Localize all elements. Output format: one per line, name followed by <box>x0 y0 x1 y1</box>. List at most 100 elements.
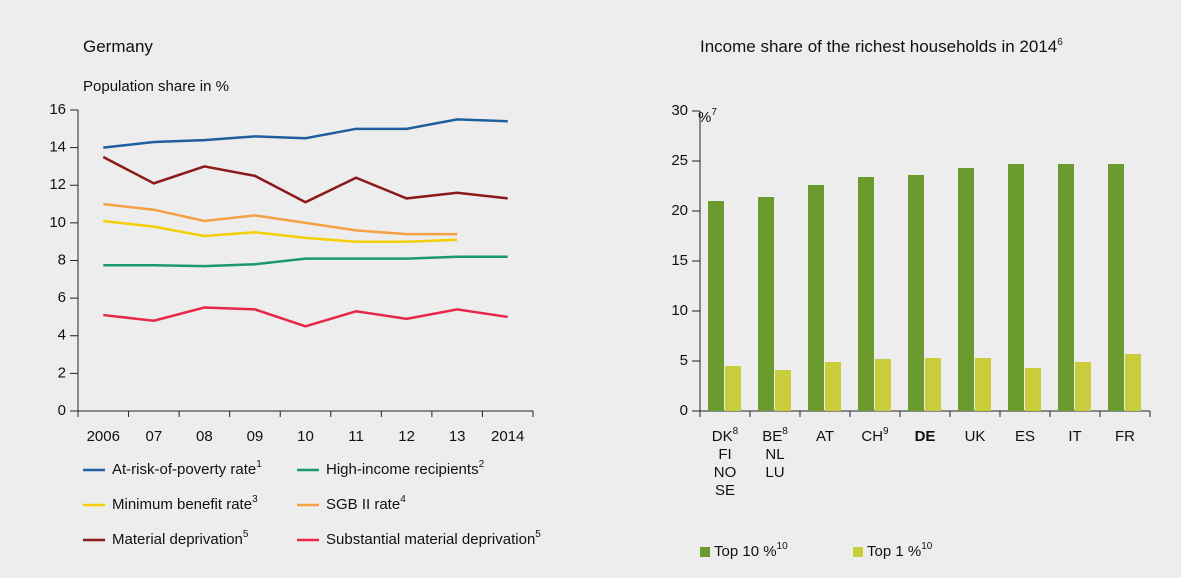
footnote: 8 <box>733 426 739 437</box>
y-tick-label: 15 <box>671 252 688 269</box>
y-axis-label-text: % <box>698 109 711 126</box>
x-tick-label: FR <box>1115 428 1135 445</box>
x-tick-label-text: FI <box>718 446 731 463</box>
footnote: 9 <box>883 426 889 437</box>
legend-label-text: Minimum benefit rate <box>112 496 252 513</box>
bar <box>725 366 741 411</box>
series-line <box>103 306 508 328</box>
x-tick-label-text: UK <box>965 428 986 445</box>
legend-label: Top 1 %10 <box>867 541 933 560</box>
x-tick-label-text: LU <box>765 464 784 481</box>
y-tick-label: 12 <box>49 176 66 193</box>
x-tick-label: FI <box>718 446 731 463</box>
footnote: 1 <box>256 459 262 470</box>
bar <box>1025 368 1041 411</box>
y-tick-label: 0 <box>58 402 66 419</box>
legend-label-text: Material deprivation <box>112 531 243 548</box>
x-tick-label-text: ES <box>1015 428 1035 445</box>
bar <box>1108 164 1124 411</box>
series-line <box>103 202 458 236</box>
bar <box>925 358 941 411</box>
footnote: 8 <box>782 426 788 437</box>
x-tick-label-text: DE <box>915 428 936 445</box>
y-tick-label: 10 <box>49 214 66 231</box>
x-tick-label: NO <box>714 464 737 481</box>
footnote: 5 <box>535 529 541 540</box>
bar <box>1075 362 1091 411</box>
y-tick-label: 10 <box>671 302 688 319</box>
bar <box>908 175 924 411</box>
x-tick-label: LU <box>765 464 784 481</box>
chart-title-text: Income share of the richest households i… <box>700 37 1057 56</box>
x-tick-label: BE8 <box>762 426 788 445</box>
legend-label-text: At-risk-of-poverty rate <box>112 461 256 478</box>
x-tick-label-text: CH <box>861 428 883 445</box>
series-line <box>103 255 508 268</box>
y-tick-label: 25 <box>671 152 688 169</box>
y-tick-label: 0 <box>680 402 688 419</box>
x-tick-label-text: SE <box>715 482 735 499</box>
bar <box>825 362 841 411</box>
x-tick-label: ES <box>1015 428 1035 445</box>
y-tick-label: 8 <box>58 251 66 268</box>
footnote: 7 <box>711 107 717 118</box>
y-tick-label: 20 <box>671 202 688 219</box>
x-tick-label-text: NL <box>765 446 784 463</box>
chart-title-text: Germany <box>83 37 153 56</box>
x-tick-label-text: BE <box>762 428 782 445</box>
x-tick-label-text: DK <box>712 428 733 445</box>
footnote: 6 <box>1057 37 1063 48</box>
y-axis-label-text: Population share in % <box>83 78 229 95</box>
footnote: 10 <box>777 541 789 552</box>
x-tick-label-text: NO <box>714 464 737 481</box>
legend-label-text: Substantial material deprivation <box>326 531 535 548</box>
x-tick-label: 08 <box>196 428 213 445</box>
x-tick-label: IT <box>1068 428 1081 445</box>
x-tick-label: 07 <box>145 428 162 445</box>
x-tick-label: 09 <box>247 428 264 445</box>
legend-label-text: Top 1 % <box>867 543 921 560</box>
footnote: 10 <box>921 541 933 552</box>
footnote: 2 <box>479 459 485 470</box>
series-line <box>103 118 508 149</box>
legend-swatch <box>700 547 710 557</box>
x-tick-label: 10 <box>297 428 314 445</box>
y-axis-label: %7 <box>698 107 717 126</box>
bar <box>975 358 991 411</box>
legend-label: High-income recipients2 <box>326 459 485 478</box>
legend-label: Material deprivation5 <box>112 529 249 548</box>
x-tick-label-text: FR <box>1115 428 1135 445</box>
bar <box>1008 164 1024 411</box>
legend-label-text: SGB II rate <box>326 496 400 513</box>
y-axis-label: Population share in % <box>83 78 229 95</box>
legend-label: Top 10 %10 <box>714 541 788 560</box>
x-tick-label-text: AT <box>816 428 834 445</box>
y-tick-label: 14 <box>49 139 66 156</box>
legend-swatch <box>853 547 863 557</box>
x-tick-label: AT <box>816 428 834 445</box>
legend-label-text: Top 10 % <box>714 543 777 560</box>
y-tick-label: 5 <box>680 352 688 369</box>
bar <box>858 177 874 411</box>
footnote: 5 <box>243 529 249 540</box>
legend-label: Substantial material deprivation5 <box>326 529 541 548</box>
x-tick-label: 11 <box>348 428 364 445</box>
y-tick-label: 2 <box>58 364 66 381</box>
footnote: 4 <box>400 494 406 505</box>
x-tick-label: SE <box>715 482 735 499</box>
x-tick-label: UK <box>965 428 986 445</box>
y-tick-label: 16 <box>49 101 66 118</box>
chart-title: Germany <box>83 37 153 56</box>
x-tick-label-text: IT <box>1068 428 1081 445</box>
x-tick-label: DK8 <box>712 426 739 445</box>
legend-label-text: High-income recipients <box>326 461 479 478</box>
bar <box>775 370 791 411</box>
bar <box>875 359 891 411</box>
bar <box>758 197 774 411</box>
x-tick-label: 12 <box>398 428 415 445</box>
x-tick-label: 2014 <box>491 428 524 445</box>
x-tick-label: 13 <box>449 428 466 445</box>
